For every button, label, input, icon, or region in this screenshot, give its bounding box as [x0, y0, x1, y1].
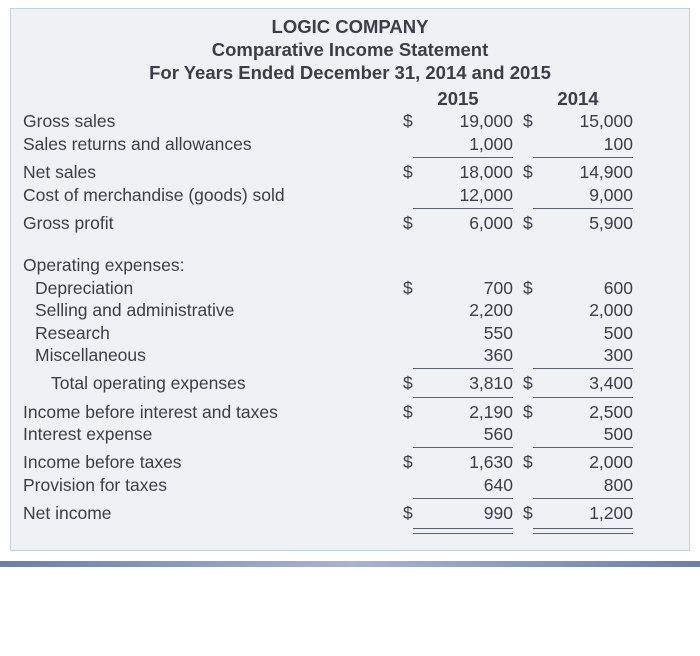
row-opex-header: Operating expenses:: [23, 254, 677, 276]
row-cogs: Cost of merchandise (goods) sold 12,000 …: [23, 184, 677, 206]
company-name: LOGIC COMPANY: [23, 15, 677, 38]
column-header-y2: 2014: [523, 88, 643, 110]
tax-y1-value: 640: [403, 474, 513, 496]
total-opex-y2-dollar: $: [523, 372, 533, 394]
gross-profit-y2-dollar: $: [523, 212, 533, 234]
row-ebit: Income before interest and taxes $2,190 …: [23, 401, 677, 423]
net-income-y2-dollar: $: [523, 502, 533, 524]
net-sales-y1-value: 18,000: [413, 161, 513, 183]
selling-admin-y2-value: 2,000: [523, 299, 633, 321]
income-before-tax-y1-dollar: $: [403, 451, 413, 473]
depreciation-y1-dollar: $: [403, 277, 413, 299]
net-sales-y1-dollar: $: [403, 161, 413, 183]
label-opex-header: Operating expenses:: [23, 254, 403, 276]
gross-profit-y2-value: 5,900: [533, 212, 633, 234]
column-header-y1: 2015: [403, 88, 523, 110]
cogs-y1-value: 12,000: [403, 184, 513, 206]
row-selling-admin: Selling and administrative 2,200 2,000: [23, 299, 677, 321]
label-depreciation: Depreciation: [23, 277, 403, 299]
interest-expense-y2-value: 500: [523, 423, 633, 445]
label-ebit: Income before interest and taxes: [23, 401, 403, 423]
depreciation-y2-value: 600: [533, 277, 633, 299]
misc-y1-value: 360: [403, 344, 513, 366]
gross-sales-y1-value: 19,000: [413, 110, 513, 132]
income-before-tax-y1-value: 1,630: [413, 451, 513, 473]
row-net-sales: Net sales $18,000 $14,900: [23, 161, 677, 183]
label-selling-admin: Selling and administrative: [23, 299, 403, 321]
depreciation-y2-dollar: $: [523, 277, 533, 299]
depreciation-y1-value: 700: [413, 277, 513, 299]
income-before-tax-y2-dollar: $: [523, 451, 533, 473]
net-income-y1-value: 990: [413, 502, 513, 524]
row-depreciation: Depreciation $700 $600: [23, 277, 677, 299]
label-interest-expense: Interest expense: [23, 423, 403, 445]
label-income-before-tax: Income before taxes: [23, 451, 403, 473]
label-sales-returns: Sales returns and allowances: [23, 133, 403, 155]
ebit-y2-dollar: $: [523, 401, 533, 423]
drule-after-net-income: [23, 525, 677, 536]
row-gross-profit: Gross profit $6,000 $5,900: [23, 212, 677, 234]
row-misc: Miscellaneous 360 300: [23, 344, 677, 366]
total-opex-y1-dollar: $: [403, 372, 413, 394]
row-research: Research 550 500: [23, 322, 677, 344]
sales-returns-y1-value: 1,000: [403, 133, 513, 155]
net-sales-y2-value: 14,900: [533, 161, 633, 183]
label-cogs: Cost of merchandise (goods) sold: [23, 184, 403, 206]
label-misc: Miscellaneous: [23, 344, 403, 366]
row-gross-sales: Gross sales $19,000 $15,000: [23, 110, 677, 132]
row-sales-returns: Sales returns and allowances 1,000 100: [23, 133, 677, 155]
bottom-divider-bar: [0, 561, 700, 567]
research-y2-value: 500: [523, 322, 633, 344]
row-income-before-tax: Income before taxes $1,630 $2,000: [23, 451, 677, 473]
ebit-y1-value: 2,190: [413, 401, 513, 423]
column-headers-row: 2015 2014: [23, 88, 677, 110]
label-total-opex: Total operating expenses: [23, 372, 403, 394]
gross-sales-y1-dollar: $: [403, 110, 413, 132]
net-sales-y2-dollar: $: [523, 161, 533, 183]
selling-admin-y1-value: 2,200: [403, 299, 513, 321]
gross-sales-y2-value: 15,000: [533, 110, 633, 132]
total-opex-y1-value: 3,810: [413, 372, 513, 394]
statement-period: For Years Ended December 31, 2014 and 20…: [23, 61, 677, 84]
income-statement: LOGIC COMPANY Comparative Income Stateme…: [10, 8, 690, 551]
statement-header: LOGIC COMPANY Comparative Income Stateme…: [23, 15, 677, 84]
label-tax: Provision for taxes: [23, 474, 403, 496]
label-research: Research: [23, 322, 403, 344]
research-y1-value: 550: [403, 322, 513, 344]
sales-returns-y2-value: 100: [523, 133, 633, 155]
column-header-blank: [23, 88, 403, 110]
ebit-y2-value: 2,500: [533, 401, 633, 423]
tax-y2-value: 800: [523, 474, 633, 496]
label-gross-sales: Gross sales: [23, 110, 403, 132]
label-gross-profit: Gross profit: [23, 212, 403, 234]
label-net-sales: Net sales: [23, 161, 403, 183]
row-total-opex: Total operating expenses $3,810 $3,400: [23, 372, 677, 394]
interest-expense-y1-value: 560: [403, 423, 513, 445]
statement-title: Comparative Income Statement: [23, 38, 677, 61]
cogs-y2-value: 9,000: [523, 184, 633, 206]
gross-profit-y1-value: 6,000: [413, 212, 513, 234]
row-interest-expense: Interest expense 560 500: [23, 423, 677, 445]
gross-sales-y2-dollar: $: [523, 110, 533, 132]
gross-profit-y1-dollar: $: [403, 212, 413, 234]
misc-y2-value: 300: [523, 344, 633, 366]
label-net-income: Net income: [23, 502, 403, 524]
row-tax: Provision for taxes 640 800: [23, 474, 677, 496]
ebit-y1-dollar: $: [403, 401, 413, 423]
net-income-y2-value: 1,200: [533, 502, 633, 524]
total-opex-y2-value: 3,400: [533, 372, 633, 394]
row-net-income: Net income $990 $1,200: [23, 502, 677, 524]
net-income-y1-dollar: $: [403, 502, 413, 524]
income-before-tax-y2-value: 2,000: [533, 451, 633, 473]
